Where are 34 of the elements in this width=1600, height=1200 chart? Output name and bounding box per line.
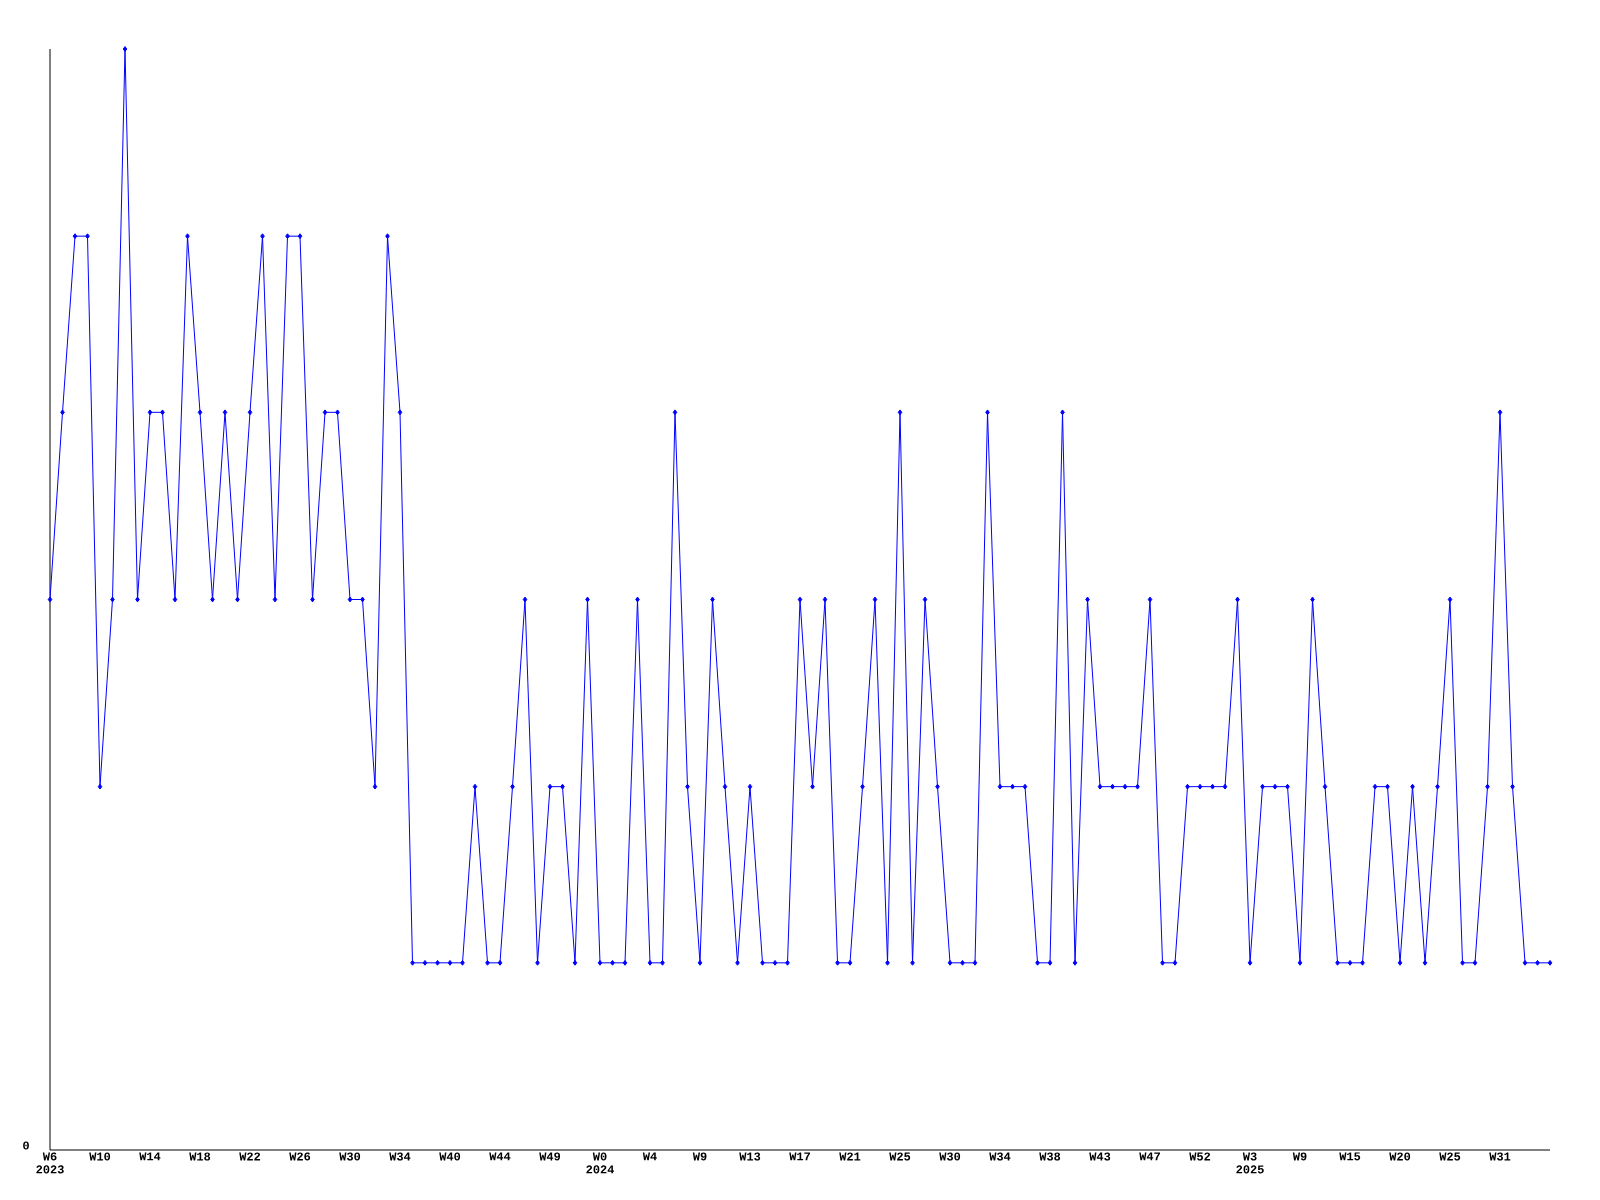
x-tick-label: W9 bbox=[1292, 1152, 1307, 1161]
x-tick-label: W30 bbox=[939, 1152, 961, 1161]
x-tick-label: W40 bbox=[439, 1152, 461, 1161]
text: 2025 bbox=[1236, 1165, 1264, 1174]
x-tick-label: W43 bbox=[1089, 1152, 1111, 1161]
x-tick-label: W13 bbox=[739, 1152, 761, 1161]
x-tick-label: W26 bbox=[289, 1152, 311, 1161]
x-tick-label: W10 bbox=[89, 1152, 111, 1161]
x-tick-label: W22 bbox=[239, 1152, 261, 1161]
x-tick-label: W52 bbox=[1189, 1152, 1211, 1161]
x-tick-label: W38 bbox=[1039, 1152, 1061, 1161]
x-tick-label: W17 bbox=[789, 1152, 810, 1161]
x-tick-label: W25 bbox=[1439, 1152, 1461, 1161]
text: 2024 bbox=[586, 1165, 614, 1174]
x-tick-label: W18 bbox=[189, 1152, 211, 1161]
x-tick-label: W6 bbox=[42, 1152, 57, 1161]
x-tick-label: W14 bbox=[139, 1152, 161, 1161]
x-tick-label: W0 bbox=[592, 1152, 607, 1161]
x-tick-label: W15 bbox=[1339, 1152, 1361, 1161]
x-tick-label: W30 bbox=[339, 1152, 361, 1161]
x-tick-label: W44 bbox=[489, 1152, 511, 1161]
x-tick-label: W20 bbox=[1389, 1152, 1411, 1161]
x-tick-label: W9 bbox=[692, 1152, 707, 1161]
x-tick-label: W25 bbox=[889, 1152, 911, 1161]
x-tick-label: W3 bbox=[1242, 1152, 1257, 1161]
x-tick-label: W34 bbox=[989, 1152, 1011, 1161]
text: 2023 bbox=[36, 1165, 64, 1174]
x-tick-label: W21 bbox=[839, 1152, 861, 1161]
x-tick-label: W31 bbox=[1489, 1152, 1511, 1161]
x-tick-label: W47 bbox=[1139, 1152, 1160, 1161]
text: 0 bbox=[23, 1141, 29, 1150]
x-tick-label: W34 bbox=[389, 1152, 411, 1161]
x-tick-label: W49 bbox=[539, 1152, 561, 1161]
x-tick-label: W4 bbox=[642, 1152, 657, 1161]
